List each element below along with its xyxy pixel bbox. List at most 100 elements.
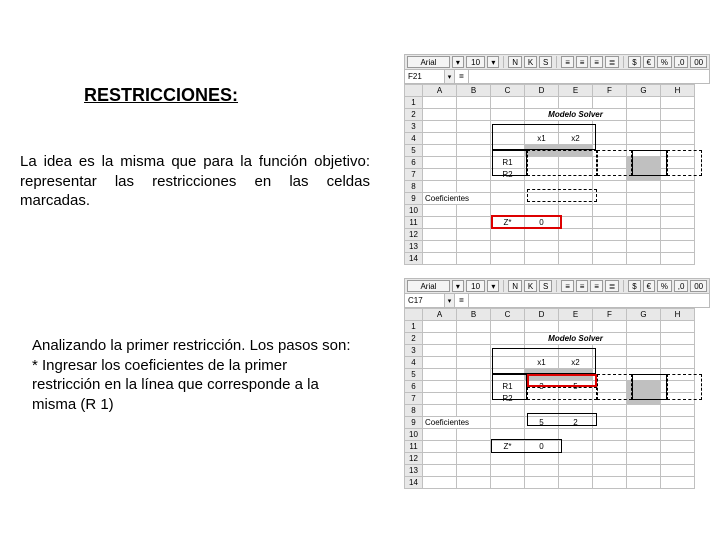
col-header[interactable]: F — [593, 309, 627, 321]
row-header[interactable]: 4 — [405, 357, 423, 369]
size-drop-icon[interactable]: ▾ — [487, 280, 499, 292]
row-header[interactable]: 13 — [405, 465, 423, 477]
cell-x2-val[interactable] — [559, 145, 593, 157]
col-header[interactable]: H — [661, 85, 695, 97]
col-header[interactable]: G — [627, 85, 661, 97]
row-header[interactable]: 13 — [405, 241, 423, 253]
font-selector[interactable]: Arial — [407, 56, 450, 68]
percent-button[interactable]: % — [657, 280, 672, 292]
cell-x2-val[interactable] — [559, 369, 593, 381]
underline-button[interactable]: S — [539, 280, 552, 292]
size-drop-icon[interactable]: ▾ — [487, 56, 499, 68]
dec-inc-button[interactable]: ,0 — [674, 56, 688, 68]
cell-r2-rhs[interactable] — [627, 393, 661, 405]
italic-button[interactable]: K — [524, 56, 537, 68]
cell-r1-c2[interactable]: 5 — [559, 381, 593, 393]
cell-reference[interactable]: F21 — [405, 70, 445, 83]
merge-button[interactable]: ≣ — [605, 280, 620, 292]
row-header[interactable]: 1 — [405, 321, 423, 333]
currency-button[interactable]: $ — [628, 56, 640, 68]
row-header[interactable]: 14 — [405, 477, 423, 489]
col-header[interactable]: E — [559, 85, 593, 97]
dec-dec-button[interactable]: 00 — [690, 56, 707, 68]
align-center-button[interactable]: ≡ — [576, 56, 589, 68]
dec-dec-button[interactable]: 00 — [690, 280, 707, 292]
ref-drop-icon[interactable]: ▾ — [445, 70, 455, 83]
row-header[interactable]: 6 — [405, 157, 423, 169]
row-header[interactable]: 8 — [405, 405, 423, 417]
cell-r1-rhs[interactable] — [627, 157, 661, 169]
percent-button[interactable]: % — [657, 56, 672, 68]
cell-reference[interactable]: C17 — [405, 294, 445, 307]
col-header[interactable]: B — [457, 85, 491, 97]
font-drop-icon[interactable]: ▾ — [452, 56, 464, 68]
size-selector[interactable]: 10 — [466, 56, 486, 68]
row-header[interactable]: 10 — [405, 429, 423, 441]
align-left-button[interactable]: ≡ — [561, 56, 574, 68]
align-right-button[interactable]: ≡ — [590, 56, 603, 68]
row-header[interactable]: 11 — [405, 441, 423, 453]
equals-button[interactable]: = — [455, 70, 469, 83]
grid[interactable]: A B C D E F G H 1 2Modelo Solver 3 4x1x2… — [404, 308, 695, 489]
cell-coef1[interactable]: 5 — [525, 417, 559, 429]
col-header[interactable]: F — [593, 85, 627, 97]
bold-button[interactable]: N — [508, 56, 522, 68]
cell-coef2[interactable]: 2 — [559, 417, 593, 429]
row-header[interactable]: 8 — [405, 181, 423, 193]
row-header[interactable]: 9 — [405, 193, 423, 205]
row-header[interactable]: 2 — [405, 333, 423, 345]
col-header[interactable]: D — [525, 309, 559, 321]
cell-z-val[interactable]: 0 — [525, 217, 559, 229]
row-header[interactable]: 10 — [405, 205, 423, 217]
cell-r2-rhs[interactable] — [627, 169, 661, 181]
row-header[interactable]: 3 — [405, 121, 423, 133]
row-header[interactable]: 14 — [405, 253, 423, 265]
row-header[interactable]: 7 — [405, 393, 423, 405]
underline-button[interactable]: S — [539, 56, 552, 68]
col-header[interactable]: E — [559, 309, 593, 321]
row-header[interactable]: 3 — [405, 345, 423, 357]
col-header[interactable]: A — [423, 309, 457, 321]
row-header[interactable]: 4 — [405, 133, 423, 145]
cell-x1-val[interactable] — [525, 145, 559, 157]
italic-button[interactable]: K — [524, 280, 537, 292]
align-left-button[interactable]: ≡ — [561, 280, 574, 292]
row-header[interactable]: 12 — [405, 453, 423, 465]
euro-button[interactable]: € — [643, 280, 655, 292]
bold-button[interactable]: N — [508, 280, 522, 292]
font-drop-icon[interactable]: ▾ — [452, 280, 464, 292]
col-header[interactable]: A — [423, 85, 457, 97]
size-selector[interactable]: 10 — [466, 280, 486, 292]
row-header[interactable]: 6 — [405, 381, 423, 393]
align-center-button[interactable]: ≡ — [576, 280, 589, 292]
row-header[interactable]: 2 — [405, 109, 423, 121]
grid[interactable]: A B C D E F G H 1 2Modelo Solver 3 4x1x2… — [404, 84, 695, 265]
formula-input[interactable] — [469, 70, 709, 83]
row-header[interactable]: 5 — [405, 369, 423, 381]
dec-inc-button[interactable]: ,0 — [674, 280, 688, 292]
font-selector[interactable]: Arial — [407, 280, 450, 292]
row-header[interactable]: 7 — [405, 169, 423, 181]
cell-r1-c1[interactable]: 3 — [525, 381, 559, 393]
col-header[interactable]: D — [525, 85, 559, 97]
col-header[interactable]: G — [627, 309, 661, 321]
row-header[interactable]: 11 — [405, 217, 423, 229]
cell-r1-rhs[interactable] — [627, 381, 661, 393]
ref-drop-icon[interactable]: ▾ — [445, 294, 455, 307]
row-header[interactable]: 9 — [405, 417, 423, 429]
cell-z-val[interactable]: 0 — [525, 441, 559, 453]
col-header[interactable]: C — [491, 85, 525, 97]
equals-button[interactable]: = — [455, 294, 469, 307]
formula-input[interactable] — [469, 294, 709, 307]
cell-x1-val[interactable] — [525, 369, 559, 381]
merge-button[interactable]: ≣ — [605, 56, 620, 68]
row-header[interactable]: 1 — [405, 97, 423, 109]
row-header[interactable]: 12 — [405, 229, 423, 241]
col-header[interactable]: H — [661, 309, 695, 321]
col-header[interactable]: C — [491, 309, 525, 321]
row-header[interactable]: 5 — [405, 145, 423, 157]
col-header[interactable]: B — [457, 309, 491, 321]
align-right-button[interactable]: ≡ — [590, 280, 603, 292]
euro-button[interactable]: € — [643, 56, 655, 68]
currency-button[interactable]: $ — [628, 280, 640, 292]
